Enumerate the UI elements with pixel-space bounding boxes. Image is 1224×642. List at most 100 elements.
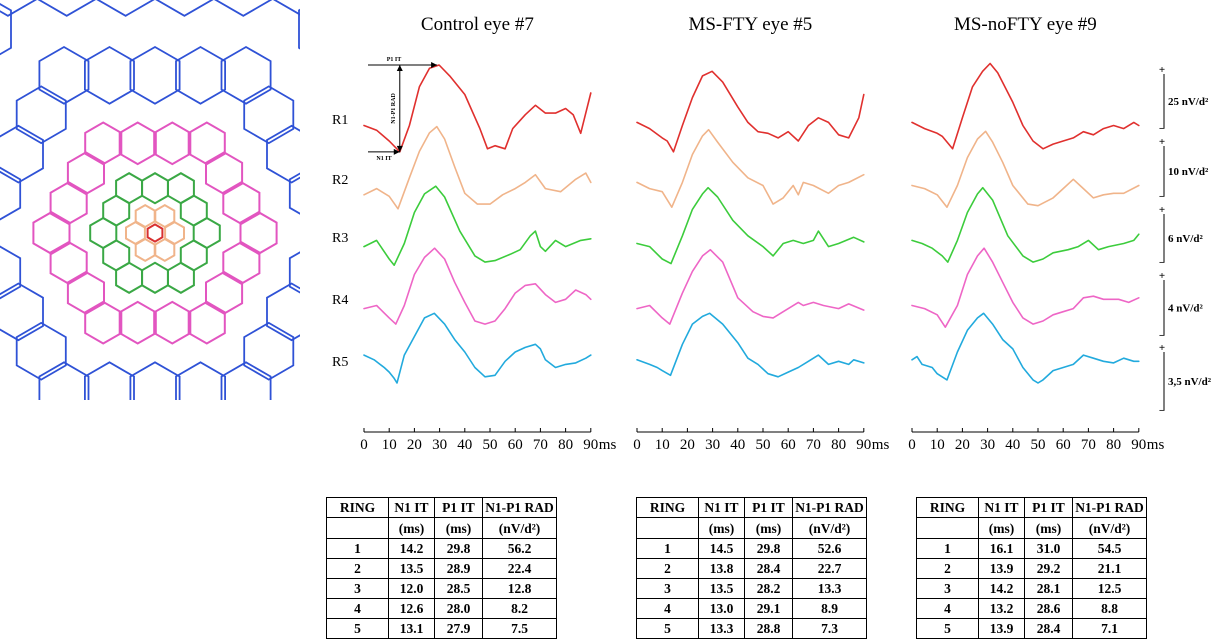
scale-bar-plus: + [1159,64,1165,76]
scale-bar-plus: + [1159,136,1165,148]
x-tick-label: 10 [382,437,397,453]
hexagon-cell [288,251,300,294]
table-cell: 29.8 [434,538,483,559]
hexagon-cell [96,0,155,17]
hexagon-cell [0,2,12,56]
table-cell: 12.0 [388,578,435,599]
table-cell: 1 [326,538,389,559]
unit-cell: (ms) [434,517,483,539]
table-cell: 7.3 [792,618,867,639]
hexagon-cell [84,45,135,105]
x-tick-label: 70 [533,437,548,453]
header-rad: N1-P1 RAD [1072,497,1147,518]
x-unit-label: ms [1147,437,1165,453]
table-row: 5 13.3 28.8 7.3 [636,618,867,639]
x-tick-label: 20 [407,437,422,453]
scale-bar-plus: + [1159,342,1165,354]
n1-arrowhead [393,148,400,155]
waveform-r4 [363,247,592,325]
table-cell: 28.5 [434,578,483,599]
panel-title: Control eye #7 [421,14,534,35]
unit-cell: (nV/d²) [792,517,867,539]
hexagon-cell [175,361,227,400]
hexagon-cell [243,321,295,381]
x-tick-label: 0 [633,437,641,453]
scale-bar-label: 3,5 nV/d² [1168,376,1212,388]
row-label-r3: R3 [332,231,348,246]
header-ring: RING [916,497,979,518]
table-cell: 2 [326,558,389,579]
table-cell: 13.0 [698,598,745,619]
x-tick-label: 40 [1005,437,1020,453]
hexagon-cell [37,0,96,17]
table-cell: 13.9 [978,618,1025,639]
table-cell: 27.9 [434,618,483,639]
row-label-r5: R5 [332,355,348,370]
x-tick-label: 90 [1131,437,1146,453]
table-cell: 12.5 [1072,578,1147,599]
x-tick-label: 30 [980,437,995,453]
x-tick-label: 90 [583,437,598,453]
table-cell: 4 [636,598,699,619]
table-row: 2 13.5 28.9 22.4 [326,558,557,579]
unit-cell: (nV/d²) [482,517,557,539]
rad-arrowhead-bottom [396,145,403,152]
hexagon-cell [0,124,44,184]
table-cell: 56.2 [482,538,557,559]
hexagon-cell [0,166,22,221]
table-cell: 2 [636,558,699,579]
x-tick-label: 30 [705,437,720,453]
table-cell: 29.2 [1024,558,1073,579]
table-cell: 2 [916,558,979,579]
waveform-r5 [363,312,592,384]
table-cell: 13.2 [978,598,1025,619]
p1-arrowhead [431,62,438,69]
hexagon-cell [155,0,214,17]
table-row: 3 14.2 28.1 12.5 [916,578,1147,599]
hexagon-cell [266,282,300,342]
table-row: 3 13.5 28.2 13.3 [636,578,867,599]
hexagon-cell [266,124,300,184]
waveform-r5 [911,312,1140,384]
waveform-r3 [363,185,592,266]
x-tick-label: 0 [908,437,916,453]
header-p1-it: P1 IT [1024,497,1073,518]
x-tick-label: 60 [508,437,523,453]
x-tick-label: 40 [457,437,472,453]
table-row: 2 13.8 28.4 22.7 [636,558,867,579]
x-tick-label: 80 [558,437,573,453]
table-cell: 13.5 [698,578,745,599]
hexagon-cell [220,361,272,400]
table-cell: 14.2 [388,538,435,559]
x-tick-label: 10 [930,437,945,453]
table-cell: 52.6 [792,538,867,559]
hexagon-cell [164,220,185,246]
hexagon-cell [0,245,22,300]
waveform-r2 [636,128,865,208]
header-p1-it: P1 IT [434,497,483,518]
scale-bar-minus: − [1159,123,1165,135]
table-cell: 14.5 [698,538,745,559]
table-row: 1 14.2 29.8 56.2 [326,538,557,559]
n1-it-label: N1 IT [376,156,391,162]
table-cell: 8.2 [482,598,557,619]
row-label-r1: R1 [332,113,348,128]
scale-bar-plus: + [1159,204,1165,216]
hexagon-cell [129,361,181,400]
hexagon-cell [239,211,278,255]
table-cell: 3 [916,578,979,599]
header-n1-it: N1 IT [978,497,1025,518]
table-row: 5 13.9 28.4 7.1 [916,618,1147,639]
rad-label: N1-P1 RAD [391,93,397,124]
results-table-ms-nofty: RING N1 IT P1 IT N1-P1 RAD (ms) (ms) (nV… [916,497,1147,639]
waveform-r4 [911,247,1140,328]
p1-it-label: P1 IT [387,57,402,63]
x-tick-label: 40 [730,437,745,453]
table-cell: 4 [326,598,389,619]
x-unit-label: ms [872,437,890,453]
x-tick-label: 30 [432,437,447,453]
x-tick-label: 70 [1081,437,1096,453]
x-tick-label: 10 [655,437,670,453]
table-row: 3 12.0 28.5 12.8 [326,578,557,599]
scale-bar-plus: + [1159,270,1165,282]
